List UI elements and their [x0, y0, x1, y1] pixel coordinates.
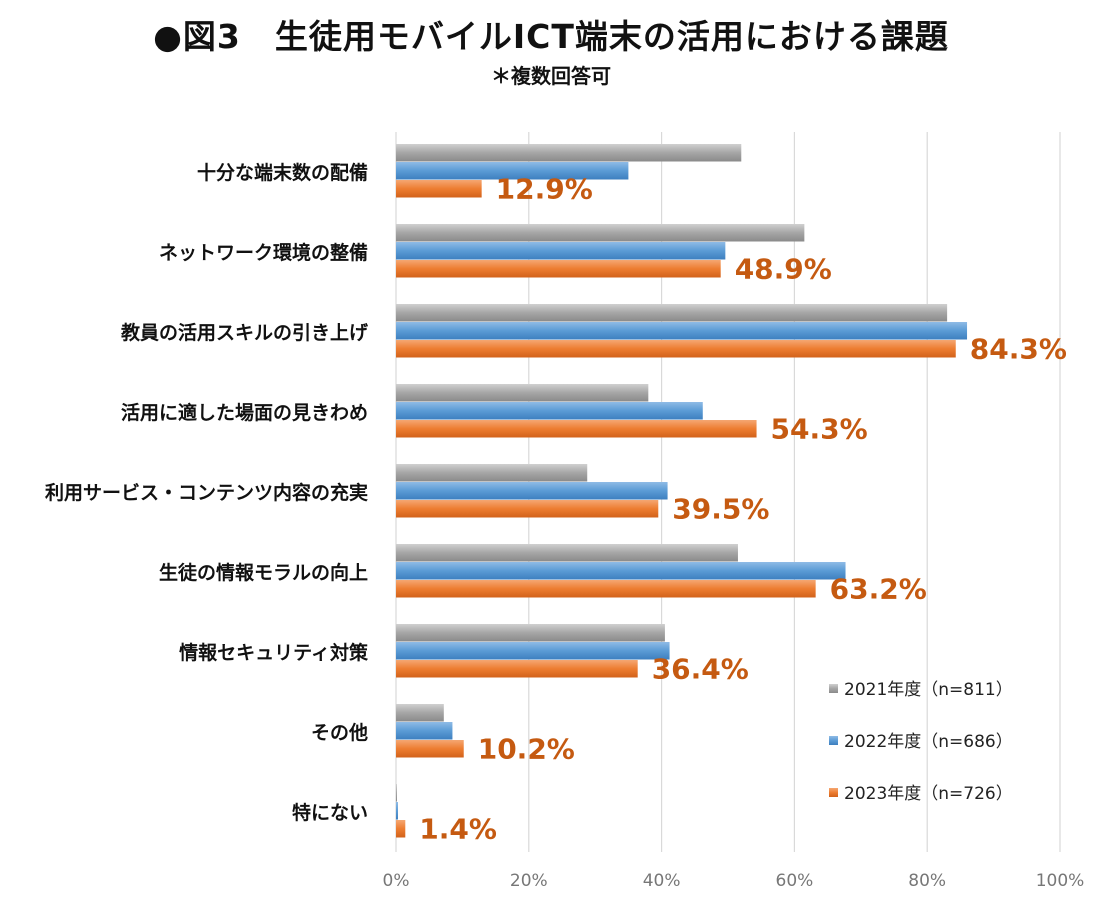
bar-2021: [396, 304, 948, 322]
data-label-2023: 36.4%: [652, 653, 749, 686]
bar-2022: [396, 562, 846, 580]
legend-entry: 2023年度（n=726）: [844, 784, 1013, 804]
x-tick-label: 40%: [643, 871, 681, 891]
bar-2023: [396, 660, 638, 678]
legend-swatch: [829, 788, 838, 797]
data-label-2023: 54.3%: [771, 413, 868, 446]
bar-2021: [396, 544, 738, 562]
bar-2023: [396, 340, 956, 358]
legend: 2021年度（n=811） 2022年度（n=686） 2023年度（n=726）: [829, 680, 1013, 804]
bar-2023: [396, 180, 482, 198]
bar-2021: [396, 624, 665, 642]
bar-2022: [396, 402, 703, 420]
legend-entry: 2022年度（n=686）: [844, 732, 1013, 752]
category-label: 利用サービス・コンテンツ内容の充実: [45, 481, 368, 504]
x-tick-label: 0%: [383, 871, 410, 891]
data-label-2023: 12.9%: [496, 173, 593, 206]
bar-2021: [396, 464, 588, 482]
chart-title: ●図3 生徒用モバイルICT端末の活用における課題: [153, 17, 949, 56]
category-label: その他: [311, 721, 368, 744]
category-label: 特にない: [292, 802, 368, 824]
category-label: 十分な端末数の配備: [197, 161, 368, 184]
data-label-2023: 1.4%: [419, 813, 497, 846]
bar-2021: [396, 384, 649, 402]
legend-entry: 2021年度（n=811）: [844, 680, 1013, 700]
chart-subtitle: ＊複数回答可: [491, 64, 611, 88]
category-label: 活用に適した場面の見きわめ: [121, 401, 368, 424]
legend-swatch: [829, 684, 838, 693]
x-tick-label: 100%: [1036, 871, 1085, 891]
bar-2021: [396, 784, 397, 802]
bar-2023: [396, 420, 757, 438]
data-label-2023: 10.2%: [478, 733, 575, 766]
x-tick-label: 60%: [776, 871, 814, 891]
bar-2022: [396, 322, 968, 340]
bar-2023: [396, 820, 406, 838]
bar-2022: [396, 722, 453, 740]
legend-swatch: [829, 736, 838, 745]
x-tick-label: 80%: [908, 871, 946, 891]
bar-2023: [396, 260, 721, 278]
data-label-2023: 39.5%: [672, 493, 769, 526]
data-label-2023: 84.3%: [970, 333, 1067, 366]
x-tick-label: 20%: [510, 871, 548, 891]
bar-2022: [396, 162, 629, 180]
data-label-2023: 48.9%: [735, 253, 832, 286]
category-label: 生徒の情報モラルの向上: [159, 561, 368, 584]
bar-2022: [396, 642, 670, 660]
labels: 0% 20% 40% 60% 80% 100% 十分な端末数の配備 12.9% ネットワーク環境…: [45, 161, 1084, 891]
bars: [396, 144, 968, 838]
bar-2021: [396, 224, 805, 242]
category-label: 教員の活用スキルの引き上げ: [121, 321, 369, 344]
bar-2022: [396, 802, 398, 820]
bar-2022: [396, 242, 726, 260]
bar-2021: [396, 144, 742, 162]
bar-2023: [396, 580, 816, 598]
bar-2021: [396, 704, 444, 722]
bar-2022: [396, 482, 668, 500]
bar-2023: [396, 500, 659, 518]
data-label-2023: 63.2%: [830, 573, 927, 606]
category-label: 情報セキュリティ対策: [179, 641, 369, 664]
bar-2023: [396, 740, 464, 758]
category-label: ネットワーク環境の整備: [159, 241, 368, 264]
